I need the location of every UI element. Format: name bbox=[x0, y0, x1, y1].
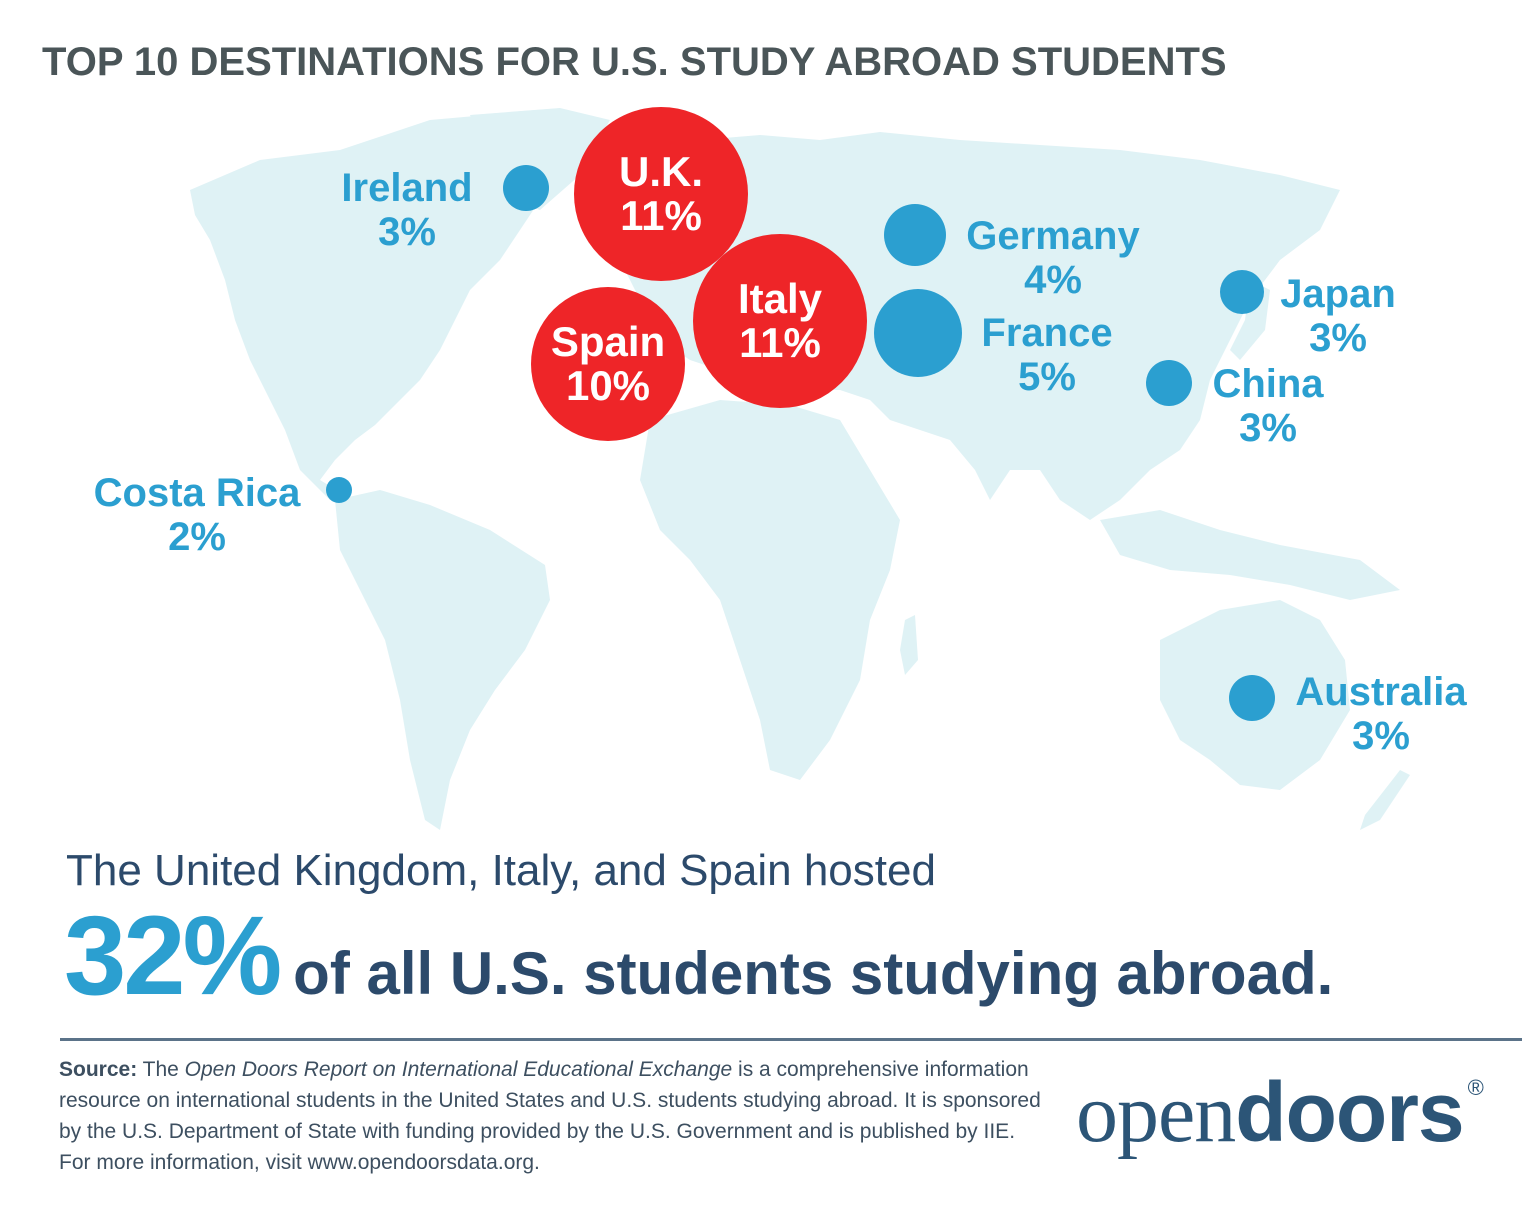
label-australia: Australia 3% bbox=[1290, 670, 1472, 758]
label-japan-percent: 3% bbox=[1309, 316, 1367, 360]
bubble-japan bbox=[1220, 270, 1264, 314]
bubble-uk: U.K. 11% bbox=[574, 107, 748, 281]
label-ireland: Ireland 3% bbox=[336, 166, 478, 254]
label-costa-rica: Costa Rica 2% bbox=[86, 471, 308, 559]
divider bbox=[60, 1038, 1522, 1041]
bubble-italy-percent: 11% bbox=[739, 319, 821, 366]
label-japan-country: Japan bbox=[1280, 272, 1396, 316]
label-germany-country: Germany bbox=[966, 214, 1140, 258]
bubble-france bbox=[874, 289, 962, 377]
label-china-percent: 3% bbox=[1239, 406, 1297, 450]
label-france-percent: 5% bbox=[1018, 355, 1076, 399]
label-ireland-country: Ireland bbox=[341, 166, 473, 210]
label-china-country: China bbox=[1212, 362, 1324, 406]
label-france: France 5% bbox=[976, 311, 1118, 399]
summary-headline: The United Kingdom, Italy, and Spain hos… bbox=[66, 846, 936, 895]
summary-rest: of all U.S. students studying abroad. bbox=[293, 940, 1334, 1007]
bubble-uk-country: U.K. bbox=[619, 148, 703, 195]
bubble-china bbox=[1146, 360, 1192, 406]
source-label: Source: bbox=[59, 1058, 138, 1081]
label-australia-percent: 3% bbox=[1352, 714, 1410, 758]
source-body: is a comprehensive information resource … bbox=[59, 1058, 1041, 1174]
label-france-country: France bbox=[981, 311, 1113, 355]
southeast-asia-shape bbox=[1100, 510, 1400, 600]
label-germany-percent: 4% bbox=[1024, 258, 1082, 302]
source-report-name: Open Doors Report on International Educa… bbox=[184, 1058, 733, 1081]
africa-shape bbox=[640, 400, 900, 780]
opendoors-logo: opendoors ® bbox=[1076, 1064, 1484, 1162]
page-title: TOP 10 DESTINATIONS FOR U.S. STUDY ABROA… bbox=[42, 40, 1227, 84]
summary-big-percent: 32% bbox=[64, 893, 282, 1018]
bubble-spain-country: Spain bbox=[550, 318, 666, 365]
label-costa-rica-country: Costa Rica bbox=[93, 471, 301, 515]
label-australia-country: Australia bbox=[1295, 670, 1467, 714]
bubble-spain: Spain 10% bbox=[531, 287, 685, 441]
bubble-costa-rica bbox=[326, 477, 352, 503]
eurasia-shape bbox=[600, 132, 1340, 520]
source-intro: The bbox=[137, 1058, 185, 1081]
logo-light-text: open bbox=[1076, 1067, 1236, 1160]
logo-bold-text: doors bbox=[1235, 1065, 1464, 1159]
madagascar-shape bbox=[900, 615, 918, 675]
label-china: China 3% bbox=[1206, 362, 1330, 450]
bubble-italy: Italy 11% bbox=[693, 234, 867, 408]
bubble-spain-percent: 10% bbox=[565, 362, 651, 409]
registered-mark-icon: ® bbox=[1467, 1075, 1484, 1100]
label-costa-rica-percent: 2% bbox=[168, 515, 226, 559]
bubble-italy-country: Italy bbox=[737, 275, 823, 322]
new-zealand-shape bbox=[1360, 770, 1410, 830]
bubble-uk-percent: 11% bbox=[620, 192, 702, 239]
source-note: Source: The Open Doors Report on Interna… bbox=[59, 1054, 1049, 1178]
bubble-australia bbox=[1229, 675, 1275, 721]
label-japan: Japan 3% bbox=[1276, 272, 1400, 360]
label-ireland-percent: 3% bbox=[378, 210, 436, 254]
south-america-shape bbox=[335, 490, 550, 830]
bubble-ireland bbox=[503, 165, 549, 211]
north-america-shape bbox=[190, 112, 580, 500]
label-germany: Germany 4% bbox=[960, 214, 1146, 302]
bubble-germany bbox=[884, 204, 946, 266]
summary-stat: 32% of all U.S. students studying abroad… bbox=[64, 900, 1333, 1012]
